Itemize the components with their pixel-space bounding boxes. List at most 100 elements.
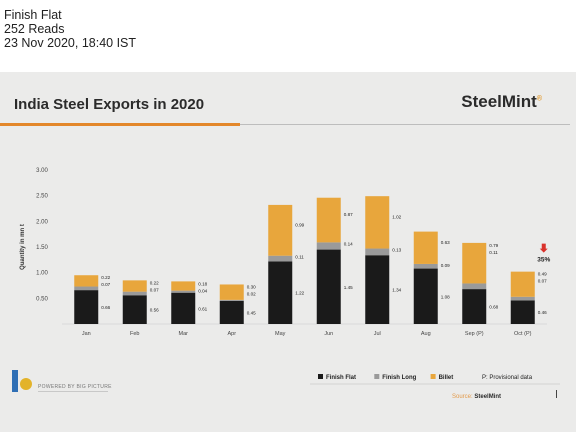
data-label-finish-flat: 1.34 — [392, 288, 401, 293]
bar-billet — [122, 280, 147, 292]
data-label-billet: 0.30 — [247, 284, 256, 289]
x-tick-label: Jun — [324, 331, 333, 337]
legend-swatch — [318, 374, 323, 379]
bar-billet — [171, 281, 196, 291]
bigpicture-logo-icon — [12, 370, 34, 394]
data-label-finish-long: 0.14 — [344, 241, 353, 246]
bar-billet — [413, 231, 438, 264]
data-label-finish-long: 0.11 — [489, 250, 498, 255]
y-tick-label: 2.00 — [36, 219, 48, 225]
y-tick-label: 0.50 — [36, 296, 48, 302]
x-tick-label: Jan — [82, 331, 91, 337]
data-label-finish-long: 0.07 — [150, 287, 159, 292]
data-label-finish-flat: 1.22 — [295, 291, 304, 296]
footer-divider — [38, 391, 108, 392]
x-tick-label: Sep (P) — [465, 331, 484, 337]
data-label-finish-flat: 1.08 — [441, 294, 450, 299]
bar-finish-flat — [510, 300, 535, 324]
bar-finish-flat — [316, 249, 341, 324]
data-label-finish-flat: 0.46 — [538, 310, 547, 315]
bar-finish-flat — [219, 300, 244, 324]
data-label-billet: 0.79 — [489, 243, 498, 248]
x-tick-label: Jul — [374, 331, 381, 337]
data-label-billet: 1.02 — [392, 214, 401, 219]
data-label-finish-flat: 0.45 — [247, 310, 256, 315]
bar-finish-flat — [122, 295, 147, 324]
data-label-finish-flat: 0.56 — [150, 308, 159, 313]
brand-logo: SteelMint® — [461, 92, 542, 112]
data-label-finish-flat: 0.66 — [101, 305, 110, 310]
provisional-note: P: Provisional data — [482, 375, 533, 381]
data-label-finish-flat: 1.45 — [344, 285, 353, 290]
post-timestamp: 23 Nov 2020, 18:40 IST — [4, 36, 137, 50]
bar-finish-flat — [171, 292, 196, 324]
bar-finish-flat — [413, 268, 438, 324]
legend-label: Billet — [439, 375, 454, 381]
y-tick-label: 1.50 — [36, 245, 48, 251]
legend-label: Finish Flat — [326, 375, 356, 381]
bar-finish-long — [462, 283, 487, 290]
bar-billet — [268, 204, 293, 256]
bar-finish-long — [219, 299, 244, 301]
x-tick-label: Aug — [421, 331, 431, 337]
data-label-finish-long: 0.04 — [198, 288, 207, 293]
text-cursor-icon — [556, 390, 557, 398]
post-title: Finish Flat — [4, 8, 62, 22]
y-tick-label: 1.00 — [36, 271, 48, 277]
stacked-bar-chart: Quantity in mn t 3.00 2.50 2.00 1.50 1.00 0.50… — [20, 168, 560, 385]
bar-billet — [316, 197, 341, 243]
slide-title: India Steel Exports in 2020 — [14, 96, 205, 113]
data-label-finish-long: 0.02 — [247, 291, 256, 296]
bar-finish-long — [510, 296, 535, 301]
data-label-billet: 0.18 — [198, 281, 207, 286]
data-label-finish-long: 0.07 — [538, 279, 547, 284]
data-label-finish-flat: 0.68 — [489, 305, 498, 310]
bar-finish-long — [268, 255, 293, 262]
data-label-finish-long: 0.11 — [295, 255, 304, 260]
x-tick-label: Feb — [130, 331, 139, 337]
x-tick-label: Mar — [179, 331, 189, 337]
data-label-finish-long: 0.07 — [101, 282, 110, 287]
bar-finish-flat — [365, 255, 390, 324]
source-credit: Source: SteelMint — [452, 394, 501, 400]
bar-billet — [510, 271, 535, 297]
data-label-billet: 0.99 — [295, 222, 304, 227]
data-label-billet: 0.63 — [441, 240, 450, 245]
brand-mark: ® — [536, 95, 542, 103]
data-label-billet: 0.49 — [538, 272, 547, 277]
data-label-finish-long: 0.09 — [441, 263, 450, 268]
annotation-label: 35% — [537, 257, 550, 264]
bar-finish-long — [171, 290, 196, 293]
read-count: 252 Reads — [4, 22, 65, 36]
bar-billet — [74, 275, 99, 287]
source-label: Source: — [452, 394, 473, 400]
title-divider — [240, 124, 570, 125]
presentation-slide: India Steel Exports in 2020 SteelMint® Q… — [0, 72, 576, 432]
title-underline — [0, 123, 240, 126]
powered-by-label: POWERED BY BIG PICTURE — [38, 384, 112, 390]
y-axis-label: Quantity in mn t — [20, 224, 26, 270]
bar-finish-long — [316, 242, 341, 250]
bar-finish-long — [413, 263, 438, 269]
bar-finish-long — [122, 291, 147, 296]
data-label-billet: 0.87 — [344, 212, 353, 217]
data-label-finish-long: 0.13 — [392, 248, 401, 253]
down-arrow-icon — [539, 243, 548, 253]
bar-finish-flat — [74, 290, 99, 324]
bar-billet — [365, 196, 390, 249]
bar-finish-flat — [462, 289, 487, 324]
data-label-billet: 0.22 — [101, 275, 110, 280]
bar-finish-long — [365, 248, 390, 256]
source-name: SteelMint — [474, 394, 502, 400]
x-tick-label: May — [275, 331, 286, 337]
post-meta: Finish Flat 252 Reads 23 Nov 2020, 18:40… — [4, 8, 136, 50]
bar-billet — [219, 284, 244, 300]
bar-billet — [462, 242, 487, 284]
legend-swatch — [430, 374, 436, 379]
bar-finish-flat — [268, 261, 293, 324]
y-tick-label: 2.50 — [36, 194, 48, 200]
x-tick-label: Apr — [227, 331, 236, 337]
brand-name: SteelMint — [461, 92, 537, 111]
data-label-finish-flat: 0.61 — [198, 306, 207, 311]
y-tick-label: 3.00 — [36, 168, 48, 174]
